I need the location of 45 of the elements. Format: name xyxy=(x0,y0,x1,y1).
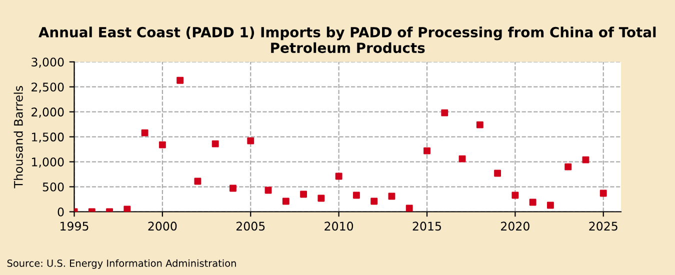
x-tick-label: 2010 xyxy=(324,222,354,231)
point xyxy=(600,190,607,197)
point xyxy=(212,140,219,148)
point xyxy=(176,76,184,84)
point xyxy=(529,198,536,206)
point xyxy=(264,186,272,194)
point xyxy=(318,194,325,202)
point xyxy=(158,141,166,148)
y-tick-label: 0 xyxy=(58,207,64,216)
point xyxy=(370,198,378,205)
y-tick-label: 500 xyxy=(42,182,64,192)
point xyxy=(247,137,254,144)
point xyxy=(352,192,360,199)
point xyxy=(494,170,502,177)
chart-title: Annual East Coast (PADD 1) Imports by PADD of Processing from China of Total Petroleum Products xyxy=(38,26,656,54)
y-tick-label: 3,000 xyxy=(32,58,64,68)
x-tick-label: 2025 xyxy=(589,222,618,231)
y-axis-title: Thousand Barrels xyxy=(14,86,23,188)
point xyxy=(194,178,202,185)
point xyxy=(141,129,148,136)
point xyxy=(458,155,466,162)
point xyxy=(300,190,308,198)
point xyxy=(582,156,590,164)
point xyxy=(512,192,519,199)
point xyxy=(546,202,554,209)
y-tick-label: 2,500 xyxy=(32,82,64,93)
point xyxy=(388,192,396,200)
point xyxy=(406,204,413,212)
x-tick-label: 2020 xyxy=(501,222,530,231)
x-tick-label: 2015 xyxy=(412,222,441,231)
x-tick-label: 1995 xyxy=(60,222,88,231)
point xyxy=(476,121,484,128)
point xyxy=(282,198,290,205)
point xyxy=(230,184,236,192)
source-note: Source: U.S. Energy Information Administration xyxy=(7,259,236,269)
point xyxy=(124,206,131,212)
y-tick-label: 1,000 xyxy=(32,158,64,168)
point xyxy=(441,109,448,116)
x-tick-label: 2005 xyxy=(236,222,265,231)
point xyxy=(424,147,430,154)
y-tick-label: 1,500 xyxy=(32,132,64,143)
x-tick-label: 2000 xyxy=(148,222,177,231)
point xyxy=(564,163,572,170)
y-tick-label: 2,000 xyxy=(32,108,64,118)
point xyxy=(335,172,342,180)
